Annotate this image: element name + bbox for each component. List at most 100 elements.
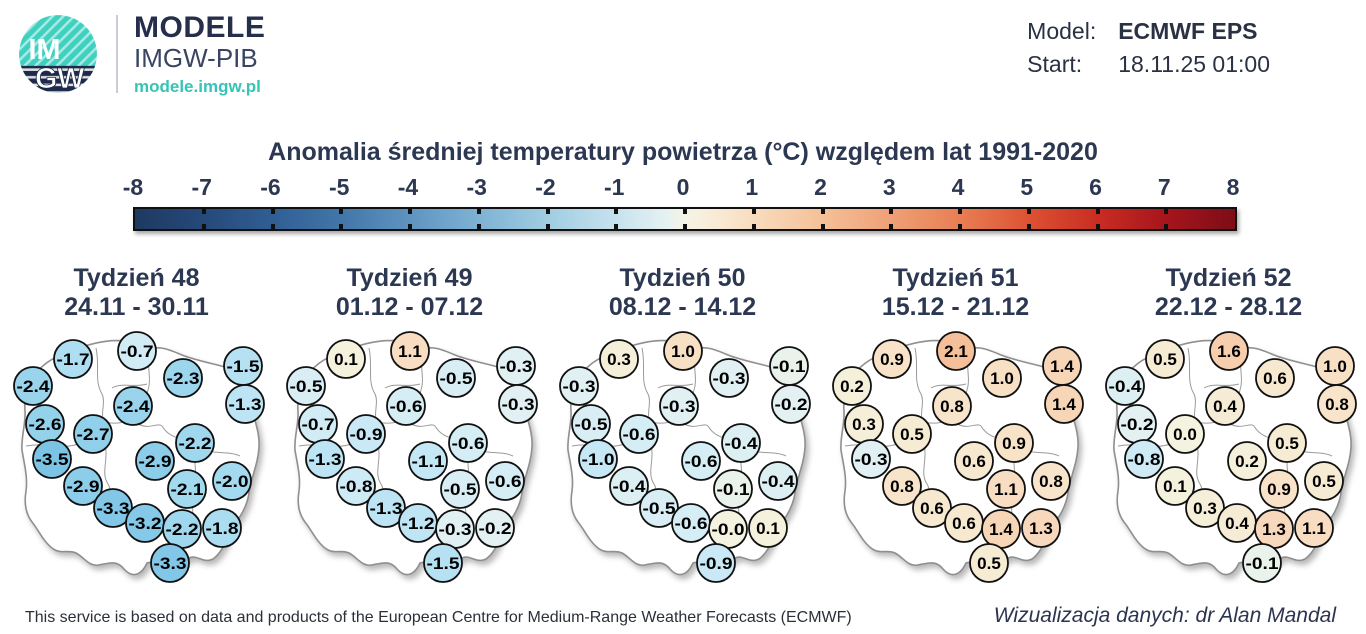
- data-point-circle: [709, 358, 749, 398]
- data-point-value: 0.9: [1002, 434, 1026, 453]
- data-point-circle: [1021, 508, 1061, 548]
- data-point-circle: [872, 339, 912, 379]
- colorbar-tick-mark: [820, 209, 825, 214]
- colorbar-tick-mark: [201, 209, 206, 214]
- data-point-value: 0.8: [940, 397, 964, 416]
- data-point-value: -2.4: [17, 377, 51, 396]
- colorbar-tick-label: 6: [1089, 174, 1102, 200]
- data-point-circle: [1259, 469, 1299, 509]
- poland-map: 0.5 1.6 0.6 1.0 -0.4 0.4 0.8 -0.2 0.0 0.5 -0.8 0.2 0…: [1105, 331, 1357, 583]
- data-point: -2.2: [162, 509, 202, 549]
- data-point-value: 0.8: [1039, 472, 1063, 491]
- colorbar-tick-mark: [614, 209, 619, 214]
- data-point-value: -0.5: [440, 369, 473, 388]
- data-point: -0.6: [448, 423, 488, 463]
- logo-text-im: IM: [28, 34, 60, 66]
- data-point-circle: [932, 386, 972, 426]
- data-point: 0.9: [994, 423, 1034, 463]
- region-border: [368, 347, 378, 423]
- data-point: -2.9: [63, 466, 103, 506]
- data-point: 0.5: [1267, 423, 1307, 463]
- data-point: -0.2: [475, 508, 515, 548]
- data-point-value: -0.6: [685, 452, 718, 471]
- colorbar-tick-mark: [545, 209, 550, 214]
- colorbar-tick-mark: [270, 209, 275, 214]
- colorbar-tick-mark: [1026, 224, 1031, 229]
- data-point-value: 1.6: [1217, 342, 1241, 361]
- data-point-value: -0.8: [1128, 450, 1161, 469]
- data-point: -0.3: [496, 346, 536, 386]
- header: IM GW MODELE IMGW-PIB modele.imgw.pl Mod…: [0, 0, 1366, 110]
- data-point-value: 1.3: [1262, 520, 1286, 539]
- start-value: 18.11.25 01:00: [1118, 51, 1270, 77]
- brand-title: MODELE: [134, 10, 266, 44]
- data-point-circle: [167, 469, 207, 509]
- data-point: -0.6: [681, 441, 721, 481]
- data-point: 0.3: [599, 339, 639, 379]
- data-point-value: -1.3: [309, 450, 342, 469]
- data-point: -0.4: [721, 423, 761, 463]
- data-point: 0.0: [1165, 414, 1205, 454]
- data-point: -1.8: [202, 508, 242, 548]
- data-point-circle: [619, 414, 659, 454]
- data-point: -0.5: [571, 404, 611, 444]
- data-point: 0.5: [892, 414, 932, 454]
- data-point: -0.8: [1124, 439, 1164, 479]
- data-point: 0.6: [954, 441, 994, 481]
- data-point-value: 0.2: [840, 377, 864, 396]
- week-date-range: 08.12 - 14.12: [608, 293, 757, 321]
- brand-url-link[interactable]: modele.imgw.pl: [134, 76, 261, 96]
- colorbar-tick-label: -4: [397, 174, 419, 200]
- data-point-circle: [440, 469, 480, 509]
- data-point-value: 0.1: [756, 519, 780, 538]
- region-border: [641, 347, 651, 423]
- data-point: 0.8: [932, 386, 972, 426]
- colorbar-tick-mark: [1095, 209, 1100, 214]
- data-point-circle: [1124, 439, 1164, 479]
- data-point-value: -2.9: [139, 452, 172, 471]
- data-point: 1.1: [1294, 508, 1334, 548]
- data-point: 0.8: [882, 466, 922, 506]
- colorbar-tick-mark: [958, 224, 962, 229]
- data-point: 1.0: [982, 358, 1022, 398]
- data-point-value: 0.6: [952, 514, 976, 533]
- colorbar-tick-label: -6: [260, 174, 281, 200]
- model-info: Model: ECMWF EPS Start: 18.11.25 01:00: [1027, 18, 1270, 78]
- colorbar-tick-label: -2: [535, 174, 556, 200]
- data-point: -2.4: [113, 386, 153, 426]
- data-point-circle: [954, 441, 994, 481]
- colorbar-tick-label: 5: [1020, 174, 1034, 200]
- data-point-value: 0.3: [607, 350, 631, 369]
- data-point-value: 1.3: [1029, 519, 1053, 538]
- data-point-value: -2.7: [77, 425, 110, 444]
- data-point-circle: [1105, 366, 1145, 406]
- data-point-circle: [936, 331, 976, 371]
- colorbar-tick-mark: [339, 209, 344, 214]
- data-point: 1.1: [986, 469, 1026, 509]
- data-point: -0.9: [696, 543, 736, 583]
- data-point: -0.3: [559, 366, 599, 406]
- colorbar: [133, 207, 1237, 231]
- colorbar-tick-label: -7: [191, 174, 212, 200]
- week-date-range: 22.12 - 28.12: [1154, 293, 1303, 321]
- data-point-value: 0.5: [977, 554, 1001, 573]
- colorbar-tick-mark: [408, 224, 412, 229]
- data-point-circle: [659, 386, 699, 426]
- data-point-value: -0.9: [350, 425, 383, 444]
- data-point: -2.2: [175, 423, 215, 463]
- data-point-circle: [969, 543, 1009, 583]
- data-point-value: 0.9: [1267, 480, 1291, 499]
- data-point-value: 1.0: [1323, 357, 1347, 376]
- region-border: [95, 347, 105, 423]
- data-point-circle: [681, 441, 721, 481]
- colorbar-tick-label: -8: [122, 174, 144, 200]
- data-point-value: -2.1: [171, 480, 204, 499]
- data-point: -0.3: [435, 509, 475, 549]
- data-point-circle: [832, 366, 872, 406]
- colorbar-tick-mark: [683, 209, 687, 214]
- poland-map: 0.3 1.0-0.3-0.1-0.3-0.3 -0.2-0.5-0.6 -0.4-1…: [559, 331, 811, 583]
- data-point: -0.1: [769, 346, 809, 386]
- data-point: -0.7: [117, 331, 157, 371]
- data-point-circle: [390, 331, 430, 371]
- colorbar-tick-label: 3: [882, 174, 896, 200]
